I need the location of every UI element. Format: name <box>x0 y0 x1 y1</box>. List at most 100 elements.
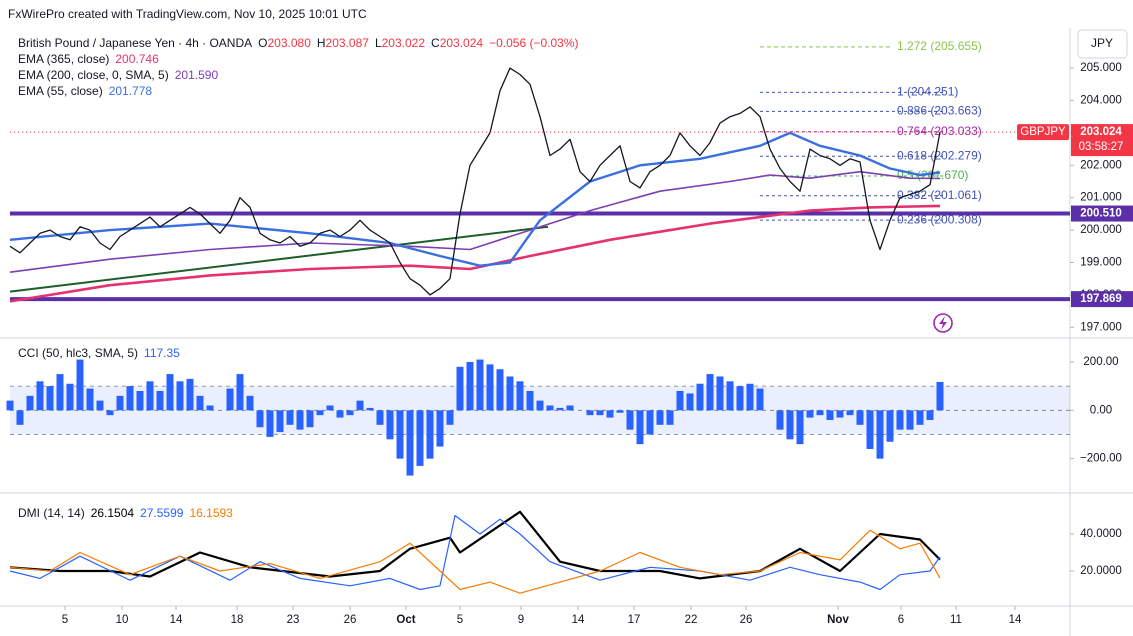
cci-bar <box>496 369 504 411</box>
cci-bar <box>66 383 74 411</box>
x-tick-label: 22 <box>685 614 698 626</box>
cci-bar <box>516 381 524 411</box>
cci-bar <box>466 361 474 411</box>
cci-bar <box>556 407 564 411</box>
x-tick-label: 14 <box>1009 614 1022 626</box>
cci-bar <box>136 390 144 411</box>
level-tag-bg <box>1071 205 1133 222</box>
cci-bar <box>86 388 94 411</box>
x-tick-label: 10 <box>116 614 129 626</box>
cci-bar <box>266 410 274 437</box>
cci-bar <box>806 410 814 418</box>
x-tick-label: 5 <box>457 614 463 626</box>
x-tick-label: 5 <box>62 614 68 626</box>
y-tick-label: 0.00 <box>1090 404 1112 416</box>
y-tick-label: 201.000 <box>1080 192 1122 204</box>
cci-bar <box>276 410 284 433</box>
cci-bar <box>706 374 714 411</box>
cci-bar <box>56 374 64 411</box>
cci-bar <box>736 386 744 411</box>
legend-value: 200.746 <box>115 52 159 66</box>
cci-bar <box>436 410 444 447</box>
cci-bar <box>6 400 14 411</box>
x-tick-label: 26 <box>740 614 753 626</box>
cci-bar <box>506 376 514 411</box>
ohlc-value: 203.080 <box>267 36 311 50</box>
currency-button[interactable] <box>1077 29 1128 59</box>
ohlc-label: H <box>317 36 326 50</box>
cci-bar <box>456 366 464 411</box>
x-tick-label: 17 <box>628 614 641 626</box>
legend-entry: EMA (365, close) 200.746 <box>18 52 159 66</box>
ohlc-label: C <box>431 36 440 50</box>
y-tick-label: 204.000 <box>1080 94 1122 106</box>
cci-bar <box>396 410 404 459</box>
cci-bar <box>816 410 824 416</box>
credit: FxWirePro created with TradingView.com, … <box>8 7 367 21</box>
cci-bar <box>196 395 204 411</box>
cci-bar <box>286 410 294 425</box>
ema-line <box>9 170 941 273</box>
price-line <box>9 67 941 296</box>
legend-entry: EMA (55, close) 201.778 <box>18 84 152 98</box>
x-tick-label: 23 <box>287 614 300 626</box>
cci-bar <box>106 410 114 416</box>
y-tick-label: 202.000 <box>1080 159 1122 171</box>
x-tick-label: Nov <box>827 614 849 626</box>
currency-label[interactable]: JPY <box>1091 36 1113 50</box>
cci-bar <box>446 410 454 425</box>
cci-bar <box>316 410 324 416</box>
cci-bar <box>696 383 704 411</box>
cci-bar <box>246 395 254 411</box>
cci-bar <box>876 410 884 459</box>
cci-bar <box>796 410 804 445</box>
cci-bar <box>846 410 854 416</box>
y-tick-label: 205.000 <box>1080 62 1122 74</box>
y-tick-label: 199.000 <box>1080 257 1122 269</box>
cci-bar <box>336 410 344 418</box>
legend-entry: DMI (14, 14) 26.1504 27.5599 16.1593 <box>18 506 233 520</box>
cci-bar <box>826 410 834 420</box>
cci-bar <box>686 393 694 411</box>
fib-label: 1.272 (205.655) <box>897 39 982 53</box>
cci-bar <box>626 410 634 430</box>
alert-icon[interactable] <box>933 313 953 333</box>
cci-bar <box>656 410 664 425</box>
cci-bar <box>296 410 304 430</box>
cci-bar <box>716 376 724 411</box>
cci-bar <box>356 400 364 411</box>
y-tick-label: −200.00 <box>1080 453 1122 465</box>
x-tick-label: 18 <box>231 614 244 626</box>
cci-bar <box>146 381 154 411</box>
cci-bar <box>416 410 424 466</box>
cci-bar <box>526 390 534 411</box>
cci-bar <box>936 381 944 411</box>
dmi-line <box>9 529 941 594</box>
ohlc-label: L <box>375 36 382 50</box>
cci-bar <box>666 410 674 425</box>
cci-bar <box>16 410 24 425</box>
x-tick-label: 9 <box>518 614 524 626</box>
cci-bar <box>566 405 574 411</box>
legend-value: 16.1593 <box>189 506 233 520</box>
legend-name: EMA (365, close) <box>18 52 109 66</box>
cci-bar <box>156 390 164 411</box>
cci-bar <box>856 410 864 425</box>
fib-label: 1 (204.251) <box>897 84 958 98</box>
cci-bar <box>186 378 194 411</box>
cci-bar <box>836 410 844 418</box>
x-tick-label: 14 <box>170 614 183 626</box>
cci-bar <box>426 410 434 459</box>
y-tick-label: 200.00 <box>1083 356 1118 368</box>
cci-bar <box>376 410 384 425</box>
x-tick-label: 6 <box>898 614 904 626</box>
cci-bar <box>306 410 314 428</box>
cci-bar <box>676 390 684 411</box>
legend-name: EMA (55, close) <box>18 84 103 98</box>
alert-icon-bolt <box>939 316 947 330</box>
trend-line <box>9 225 549 293</box>
cci-bar <box>606 410 614 418</box>
cci-bar <box>96 400 104 411</box>
level-tag: 200.510 <box>1080 208 1122 220</box>
